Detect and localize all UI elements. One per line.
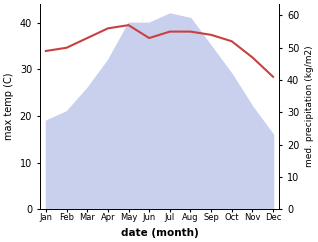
X-axis label: date (month): date (month) [121, 228, 198, 238]
Y-axis label: med. precipitation (kg/m2): med. precipitation (kg/m2) [305, 46, 314, 167]
Y-axis label: max temp (C): max temp (C) [4, 73, 14, 140]
